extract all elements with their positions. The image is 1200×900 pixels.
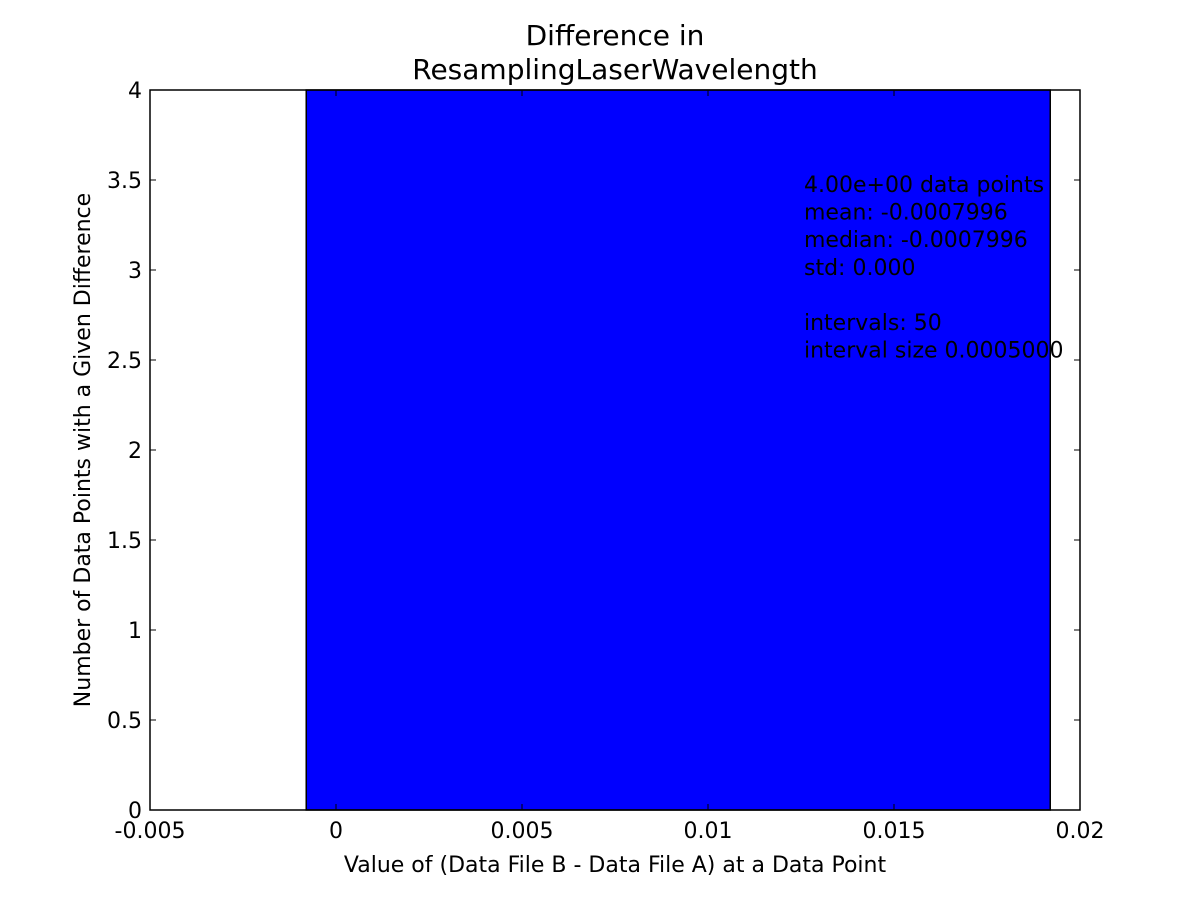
stats-annotation-line: std: 0.000	[804, 256, 915, 281]
y-tick-label: 3	[128, 259, 142, 284]
x-tick-label: 0.015	[863, 819, 926, 844]
y-tick-label: 4	[128, 79, 142, 104]
stats-annotation-line: interval size 0.0005000	[804, 339, 1064, 364]
y-tick-label: 0.5	[107, 709, 142, 734]
y-tick-label: 0	[128, 799, 142, 824]
stats-annotation-line: mean: -0.0007996	[804, 201, 1008, 226]
x-tick-label: 0.01	[684, 819, 733, 844]
y-tick-label: 2	[128, 439, 142, 464]
x-tick-label: 0.005	[491, 819, 554, 844]
x-tick-label: 0.02	[1056, 819, 1105, 844]
x-axis-label: Value of (Data File B - Data File A) at …	[344, 853, 887, 878]
y-axis-label: Number of Data Points with a Given Diffe…	[71, 193, 96, 707]
y-tick-label: 3.5	[107, 169, 142, 194]
chart-title-line-2: ResamplingLaserWavelength	[412, 53, 817, 86]
y-tick-label: 2.5	[107, 349, 142, 374]
stats-annotation: 4.00e+00 data points mean: -0.0007996medi…	[804, 173, 1064, 364]
plot-area-frame	[149, 89, 1081, 811]
x-tick-label: 0	[329, 819, 343, 844]
histogram-bar	[305, 89, 1051, 811]
y-tick-label: 1	[128, 619, 142, 644]
stats-annotation-line: intervals: 50	[804, 311, 942, 336]
x-tick-label: -0.005	[115, 819, 186, 844]
chart-title: Difference in ResamplingLaserWavelength	[412, 19, 817, 86]
stats-annotation-line: 4.00e+00 data points	[804, 173, 1044, 198]
ticks-layer: -0.005 0 0.005 0.01 0.015 0.0200.511.522.533.…	[107, 79, 1104, 844]
chart-title-line-1: Difference in	[526, 19, 705, 52]
y-tick-label: 1.5	[107, 529, 142, 554]
bars-layer	[305, 89, 1051, 811]
stats-annotation-line: median: -0.0007996	[804, 228, 1028, 253]
